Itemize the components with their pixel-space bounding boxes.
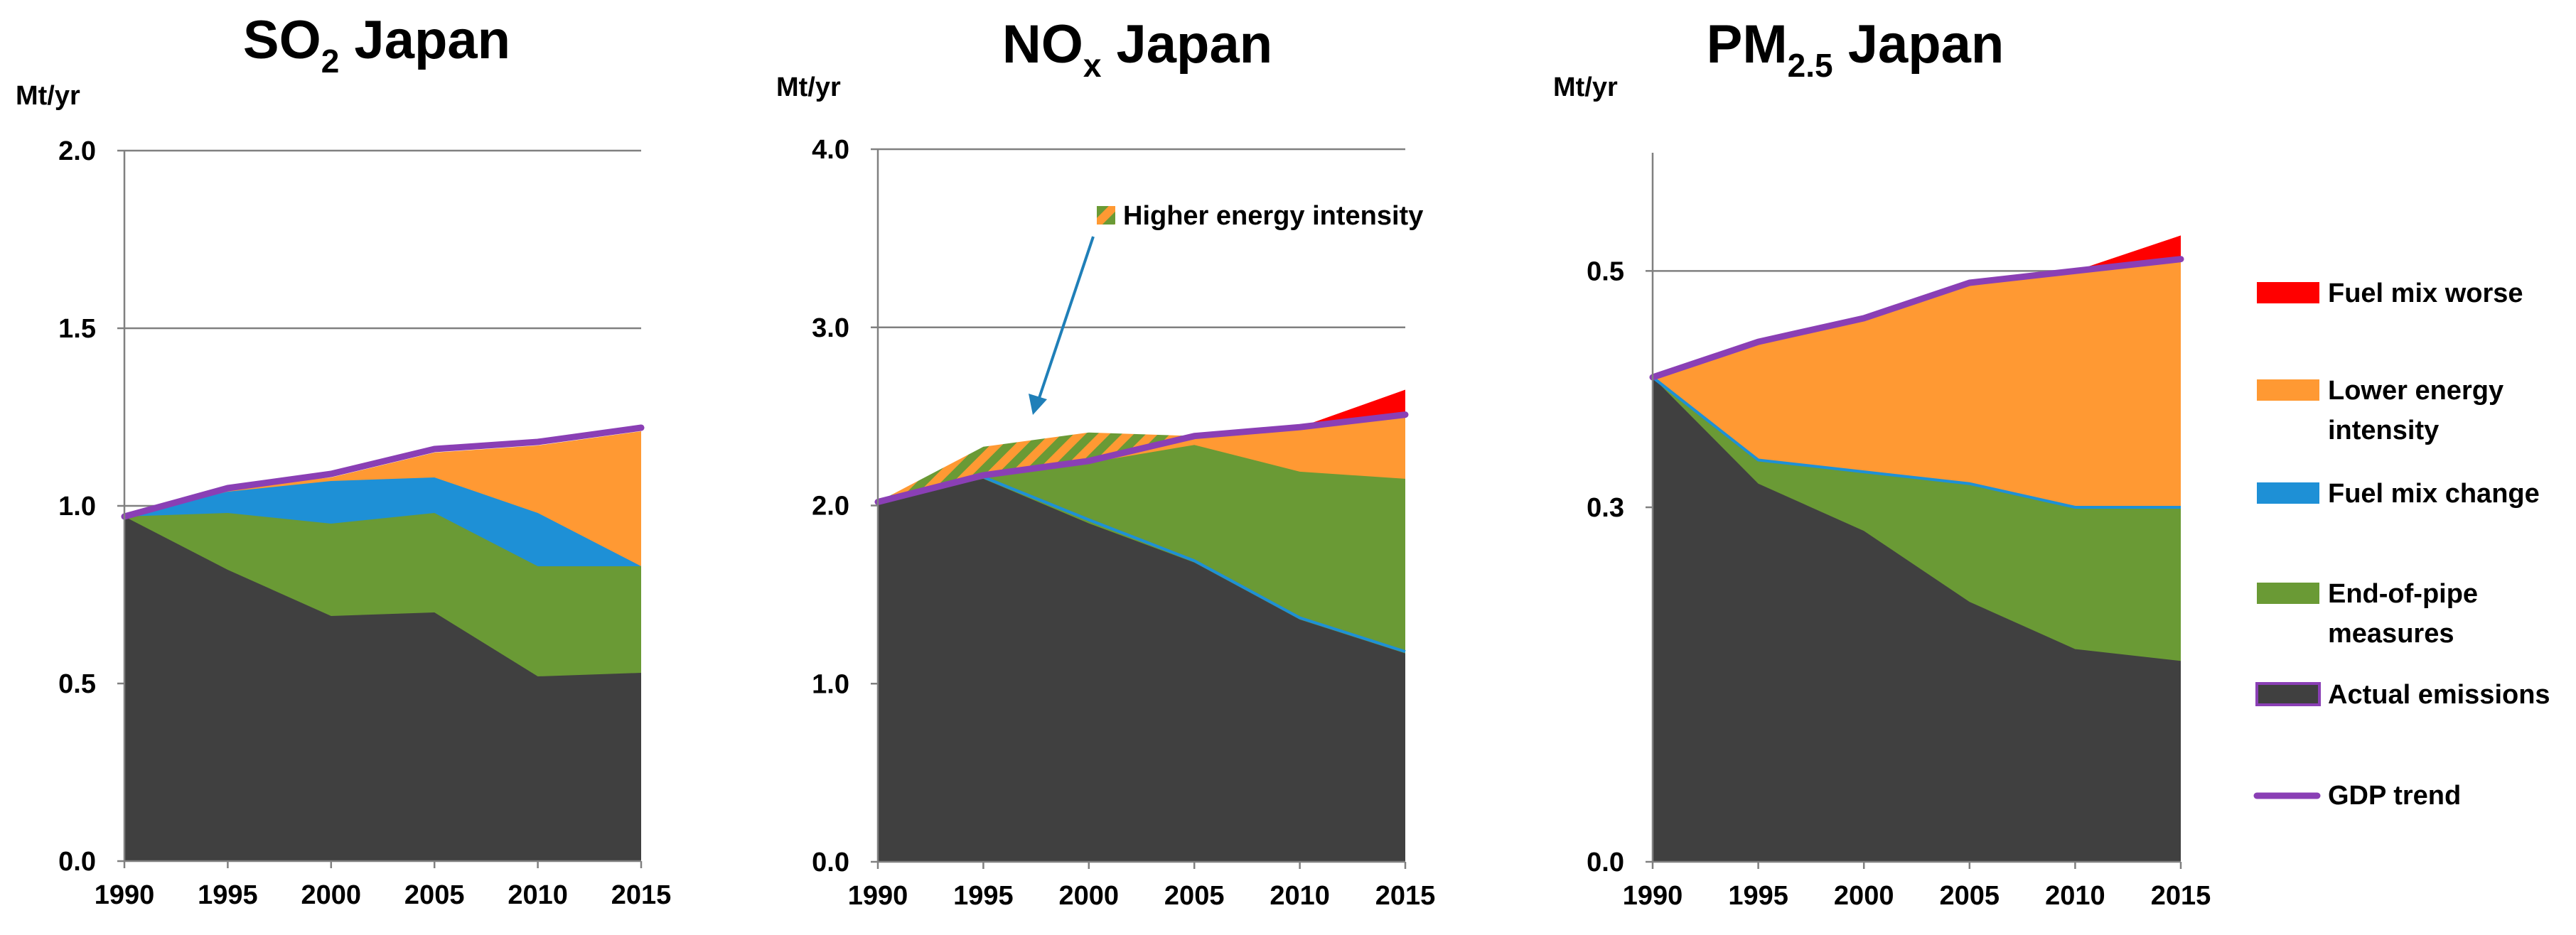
x-tick-label: 2005 xyxy=(1164,881,1225,911)
x-tick-label: 2010 xyxy=(508,880,568,910)
chart-title: SO2 Japan xyxy=(243,10,510,80)
y-axis-unit: Mt/yr xyxy=(1553,72,1618,102)
area-actual xyxy=(1653,377,2181,862)
y-axis-unit: Mt/yr xyxy=(16,81,80,111)
x-tick-label: 2000 xyxy=(1834,881,1894,911)
area-actual xyxy=(878,478,1405,862)
legend-swatch-lower-energy-intensity xyxy=(2257,379,2319,401)
annotation-label: Higher energy intensity xyxy=(1123,201,1423,231)
x-tick-label: 2015 xyxy=(1375,881,1436,911)
y-tick-label: 0.3 xyxy=(1587,493,1624,523)
legend-label-fuel-mix-worse: Fuel mix worse xyxy=(2328,279,2523,308)
y-tick-label: 0.5 xyxy=(1587,256,1624,286)
legend-label-gdp: GDP trend xyxy=(2328,781,2461,811)
x-tick-label: 1990 xyxy=(95,880,155,910)
annotation-arrow xyxy=(1038,236,1095,399)
fuel-mix-change-edge xyxy=(1651,376,2181,509)
y-axis-unit: Mt/yr xyxy=(776,72,841,102)
annotation-arrowhead xyxy=(1029,394,1047,415)
x-tick-label: 2010 xyxy=(2045,881,2105,911)
y-tick-label: 1.0 xyxy=(812,669,849,699)
legend: Fuel mix worse Lower energy intensity Fuel … xyxy=(2253,279,2550,811)
gdp-trend-line xyxy=(1649,256,2184,381)
legend-swatch-fuel-mix-worse xyxy=(2257,282,2319,303)
chart-panel-so2: SO2 Japan Mt/yr 0.0 0.5 1.0 1.5 2.0 1990 1995 2… xyxy=(16,10,671,910)
gdp-trend-line xyxy=(121,424,645,520)
x-tick-label: 1995 xyxy=(1728,881,1788,911)
annotation-swatch xyxy=(1097,206,1115,225)
legend-label-actual: Actual emissions xyxy=(2328,680,2550,710)
chart-panel-pm25: PM2.5 Japan Mt/yr 0.0 0.3 0.5 1990 1995 2000 2… xyxy=(1553,14,2211,911)
x-tick-label: 1995 xyxy=(198,880,258,910)
x-tick-label: 1990 xyxy=(1623,881,1683,911)
area-actual xyxy=(124,517,641,861)
y-tick-label: 3.0 xyxy=(812,313,849,343)
chart-title: PM2.5 Japan xyxy=(1707,14,2005,84)
chart-title: NOx Japan xyxy=(1002,14,1272,84)
legend-label-lower-energy-intensity: Lower energy intensity xyxy=(2328,376,2503,445)
x-tick-label: 2010 xyxy=(1270,881,1330,911)
x-tick-label: 1995 xyxy=(953,881,1014,911)
x-tick-label: 1990 xyxy=(848,881,908,911)
x-tick-label: 2005 xyxy=(404,880,465,910)
x-tick-label: 2000 xyxy=(301,880,362,910)
y-tick-label: 0.5 xyxy=(58,669,96,699)
x-tick-label: 2000 xyxy=(1059,881,1120,911)
chart-panel-nox: NOx Japan Mt/yr 0.0 1.0 2.0 3.0 4.0 1990 1995 2… xyxy=(776,14,1435,911)
y-tick-label: 0.0 xyxy=(1587,848,1624,877)
gdp-trend-line xyxy=(874,411,1409,505)
y-tick-label: 1.0 xyxy=(58,492,96,521)
x-tick-label: 2015 xyxy=(2151,881,2211,911)
y-tick-label: 2.0 xyxy=(58,136,96,166)
legend-swatch-end-of-pipe xyxy=(2257,583,2319,604)
legend-label-end-of-pipe: End-of-pipe measures xyxy=(2328,579,2478,649)
x-tick-label: 2015 xyxy=(611,880,672,910)
y-tick-label: 0.0 xyxy=(58,847,96,877)
y-tick-label: 2.0 xyxy=(812,492,849,521)
y-tick-label: 4.0 xyxy=(812,135,849,165)
y-tick-label: 0.0 xyxy=(812,848,849,877)
legend-swatch-actual xyxy=(2255,682,2321,706)
x-tick-label: 2005 xyxy=(1940,881,2000,911)
legend-label-fuel-mix-change: Fuel mix change xyxy=(2328,479,2540,509)
y-tick-label: 1.5 xyxy=(58,314,96,344)
legend-swatch-fuel-mix-change xyxy=(2257,482,2319,504)
